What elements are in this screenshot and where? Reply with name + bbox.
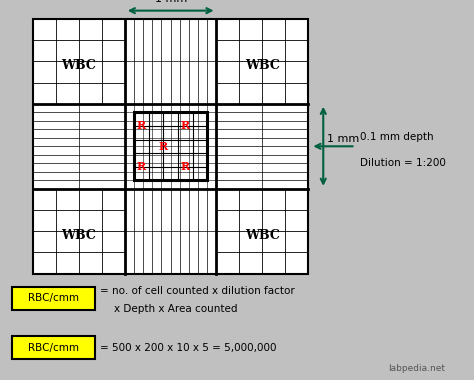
Text: 1 mm: 1 mm bbox=[155, 0, 187, 4]
FancyArrowPatch shape bbox=[130, 8, 211, 13]
Text: x Depth x Area counted: x Depth x Area counted bbox=[114, 304, 237, 314]
Text: WBC: WBC bbox=[62, 229, 96, 242]
Text: R: R bbox=[137, 120, 146, 131]
FancyArrowPatch shape bbox=[316, 144, 353, 149]
Text: WBC: WBC bbox=[245, 229, 280, 242]
FancyArrowPatch shape bbox=[321, 109, 326, 184]
Bar bbox=[134, 112, 207, 180]
Text: RBC/cmm: RBC/cmm bbox=[28, 343, 79, 353]
Text: 0.1 mm depth: 0.1 mm depth bbox=[360, 133, 434, 142]
Bar bbox=[12, 287, 95, 310]
Text: R: R bbox=[137, 161, 146, 172]
Text: WBC: WBC bbox=[62, 59, 96, 72]
Text: Dilution = 1:200: Dilution = 1:200 bbox=[360, 158, 446, 168]
Text: R: R bbox=[181, 120, 190, 131]
Text: WBC: WBC bbox=[245, 59, 280, 72]
Text: = no. of cell counted x dilution factor: = no. of cell counted x dilution factor bbox=[100, 286, 294, 296]
Text: R: R bbox=[159, 141, 168, 152]
Bar bbox=[33, 19, 308, 274]
Text: R: R bbox=[181, 161, 190, 172]
Text: 1 mm: 1 mm bbox=[327, 134, 359, 144]
Bar bbox=[12, 336, 95, 359]
Text: labpedia.net: labpedia.net bbox=[389, 364, 446, 373]
Text: = 500 x 200 x 10 x 5 = 5,000,000: = 500 x 200 x 10 x 5 = 5,000,000 bbox=[100, 343, 276, 353]
Text: RBC/cmm: RBC/cmm bbox=[28, 293, 79, 303]
